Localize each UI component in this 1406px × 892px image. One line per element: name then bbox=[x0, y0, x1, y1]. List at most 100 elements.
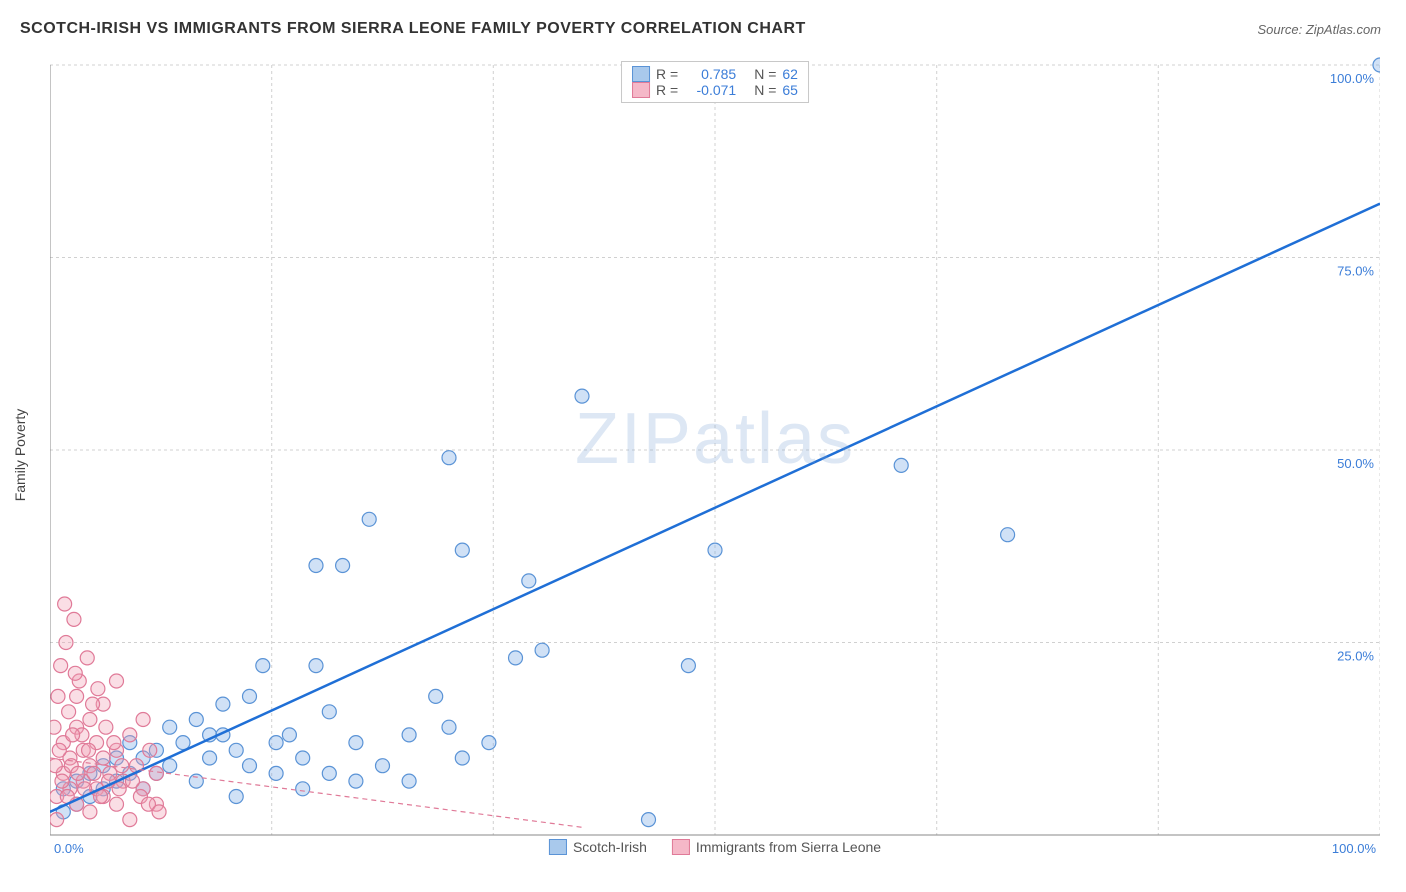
scatter-point bbox=[322, 705, 336, 719]
scatter-point bbox=[535, 643, 549, 657]
scatter-point bbox=[82, 743, 96, 757]
scatter-point bbox=[362, 512, 376, 526]
y-tick-label: 25.0% bbox=[1337, 649, 1374, 664]
scatter-point bbox=[83, 713, 97, 727]
scatter-point bbox=[110, 674, 124, 688]
scatter-point bbox=[96, 751, 110, 765]
scatter-point bbox=[152, 805, 166, 819]
scatter-point bbox=[708, 543, 722, 557]
scatter-point bbox=[163, 759, 177, 773]
scatter-point bbox=[87, 766, 101, 780]
scatter-point bbox=[149, 766, 163, 780]
x-tick-label: 100.0% bbox=[1332, 841, 1377, 855]
scatter-point bbox=[282, 728, 296, 742]
scatter-point bbox=[66, 728, 80, 742]
legend-r-label: R = bbox=[656, 82, 678, 98]
scatter-point bbox=[54, 659, 68, 673]
scatter-point bbox=[229, 743, 243, 757]
scatter-point bbox=[115, 759, 129, 773]
scatter-point bbox=[522, 574, 536, 588]
legend-n-label: N = bbox=[754, 82, 776, 98]
scatter-point bbox=[575, 389, 589, 403]
scatter-point bbox=[62, 705, 76, 719]
x-tick-label: 0.0% bbox=[54, 841, 84, 855]
legend-swatch bbox=[632, 82, 650, 98]
legend-series-item: Scotch-Irish bbox=[549, 839, 647, 855]
scatter-point bbox=[681, 659, 695, 673]
scatter-point bbox=[402, 774, 416, 788]
scatter-point bbox=[58, 597, 72, 611]
scatter-point bbox=[55, 774, 69, 788]
legend-r-value: 0.785 bbox=[684, 66, 736, 82]
scatter-point bbox=[482, 736, 496, 750]
legend-stats-row: R =-0.071N =65 bbox=[632, 82, 798, 98]
scatter-point bbox=[269, 766, 283, 780]
scatter-point bbox=[1373, 58, 1380, 72]
scatter-point bbox=[112, 782, 126, 796]
legend-series-item: Immigrants from Sierra Leone bbox=[672, 839, 881, 855]
legend-series-label: Scotch-Irish bbox=[573, 839, 647, 855]
legend-swatch bbox=[672, 839, 690, 855]
scatter-point bbox=[442, 451, 456, 465]
scatter-point bbox=[455, 543, 469, 557]
scatter-point bbox=[50, 813, 64, 827]
chart-root: SCOTCH-IRISH VS IMMIGRANTS FROM SIERRA L… bbox=[0, 0, 1406, 892]
scatter-point bbox=[309, 659, 323, 673]
legend-n-value: 62 bbox=[782, 66, 798, 82]
scatter-point bbox=[376, 759, 390, 773]
plot-area: Family Poverty 25.0%50.0%75.0%100.0%0.0%… bbox=[50, 55, 1380, 855]
scatter-point bbox=[136, 713, 150, 727]
chart-title: SCOTCH-IRISH VS IMMIGRANTS FROM SIERRA L… bbox=[20, 20, 806, 38]
scatter-point bbox=[99, 720, 113, 734]
scatter-point bbox=[243, 759, 257, 773]
scatter-point bbox=[1001, 528, 1015, 542]
scatter-point bbox=[322, 766, 336, 780]
scatter-point bbox=[80, 651, 94, 665]
scatter-point bbox=[59, 636, 73, 650]
scatter-point bbox=[309, 559, 323, 573]
scatter-point bbox=[349, 736, 363, 750]
scatter-point bbox=[110, 797, 124, 811]
scatter-point bbox=[51, 689, 65, 703]
scatter-point bbox=[243, 689, 257, 703]
y-tick-label: 100.0% bbox=[1330, 71, 1375, 86]
scatter-point bbox=[52, 743, 66, 757]
legend-stats: R = 0.785 N = 62R =-0.071N =65 bbox=[621, 61, 809, 103]
scatter-point bbox=[269, 736, 283, 750]
scatter-point bbox=[123, 813, 137, 827]
scatter-point bbox=[349, 774, 363, 788]
legend-swatch bbox=[549, 839, 567, 855]
y-axis-label: Family Poverty bbox=[12, 409, 28, 502]
scatter-point bbox=[296, 751, 310, 765]
scatter-point bbox=[70, 689, 84, 703]
scatter-point bbox=[216, 697, 230, 711]
scatter-point bbox=[68, 666, 82, 680]
scatter-point bbox=[296, 782, 310, 796]
scatter-plot-svg: 25.0% 50.0% 75.0% 100.0% 0.0% 100.0% bbox=[50, 55, 1380, 855]
y-tick-label: 50.0% bbox=[1337, 456, 1374, 471]
legend-n-label: N = bbox=[754, 66, 776, 82]
scatter-point bbox=[442, 720, 456, 734]
scatter-point bbox=[509, 651, 523, 665]
scatter-point bbox=[894, 458, 908, 472]
scatter-point bbox=[107, 736, 121, 750]
scatter-point bbox=[50, 720, 61, 734]
scatter-point bbox=[229, 790, 243, 804]
scatter-point bbox=[50, 759, 62, 773]
scatter-point bbox=[189, 713, 203, 727]
scatter-point bbox=[83, 805, 97, 819]
scatter-point bbox=[91, 682, 105, 696]
scatter-point bbox=[256, 659, 270, 673]
scatter-point bbox=[336, 559, 350, 573]
legend-r-label: R = bbox=[656, 66, 678, 82]
scatter-point bbox=[402, 728, 416, 742]
scatter-point bbox=[67, 612, 81, 626]
y-tick-label: 75.0% bbox=[1337, 264, 1374, 279]
scatter-point bbox=[86, 697, 100, 711]
legend-swatch bbox=[632, 66, 650, 82]
legend-series-label: Immigrants from Sierra Leone bbox=[696, 839, 881, 855]
scatter-point bbox=[189, 774, 203, 788]
legend-stats-row: R = 0.785 N = 62 bbox=[632, 66, 798, 82]
legend-series: Scotch-Irish Immigrants from Sierra Leone bbox=[549, 839, 881, 855]
source-label: Source: ZipAtlas.com bbox=[1257, 22, 1381, 37]
